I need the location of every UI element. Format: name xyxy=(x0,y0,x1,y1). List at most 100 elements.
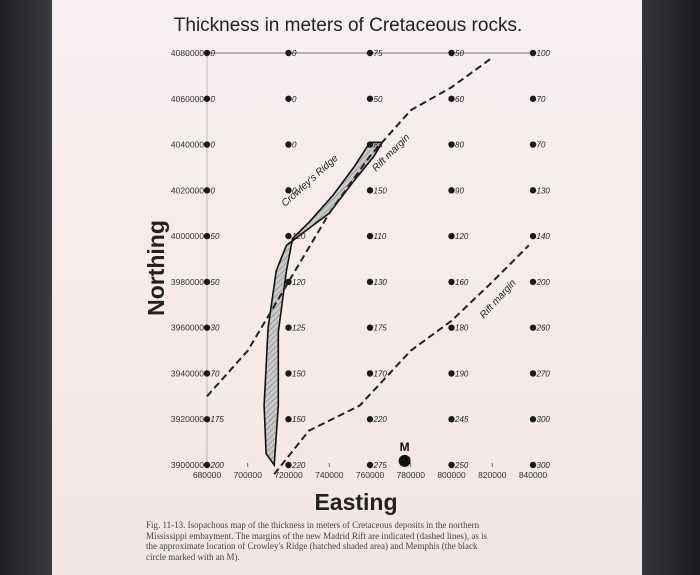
data-point xyxy=(203,416,211,423)
data-point-label: 220 xyxy=(291,461,306,470)
data-point xyxy=(203,278,211,286)
data-point xyxy=(366,324,374,331)
data-point xyxy=(285,278,292,286)
data-point-label: 70 xyxy=(537,141,546,150)
x-axis-label: Easting xyxy=(314,489,397,515)
data-point-label: 150 xyxy=(292,415,306,424)
data-point-label: 270 xyxy=(536,369,551,378)
data-point-label: 150 xyxy=(374,186,388,195)
data-point-label: 220 xyxy=(373,415,388,424)
data-point xyxy=(366,95,374,102)
data-point xyxy=(366,232,374,240)
data-point-label: 50 xyxy=(374,95,383,104)
data-point xyxy=(203,187,211,194)
data-point xyxy=(529,141,537,148)
caption-line-2: Mississippi embayment. The margins of th… xyxy=(146,530,488,541)
data-point-label: 80 xyxy=(455,141,464,150)
data-point-label: 175 xyxy=(211,415,225,424)
data-point-label: 110 xyxy=(374,232,387,241)
rift-margin-south-line xyxy=(273,244,530,475)
data-point xyxy=(448,416,455,423)
data-point xyxy=(285,232,292,240)
data-point-label: 120 xyxy=(292,278,306,287)
data-point-label: 0 xyxy=(292,95,297,104)
data-point-label: 60 xyxy=(455,95,464,104)
data-point-label: 125 xyxy=(292,324,306,333)
y-tick-label: 4080000 xyxy=(171,48,204,58)
data-point xyxy=(529,95,537,102)
data-point-label: 250 xyxy=(454,461,469,470)
data-point-label: 200 xyxy=(536,278,551,287)
data-point-label: 275 xyxy=(373,461,388,470)
data-point xyxy=(448,324,455,331)
data-point xyxy=(529,416,537,423)
data-point xyxy=(448,370,455,377)
rift-margin-south-label: Rift margin xyxy=(478,277,519,321)
data-point-label: 0 xyxy=(211,95,216,104)
data-point xyxy=(203,232,211,240)
data-point xyxy=(529,232,537,240)
data-point-label: 300 xyxy=(537,461,551,470)
data-point-label: 50 xyxy=(211,232,220,241)
x-tick-label: 840000 xyxy=(519,470,548,480)
x-tick-label: 800000 xyxy=(437,470,466,480)
data-point xyxy=(203,141,211,148)
data-point-label: 190 xyxy=(455,369,469,378)
data-point-label: 120 xyxy=(292,232,306,241)
data-point-label: 200 xyxy=(210,461,225,470)
data-point xyxy=(448,461,455,469)
data-point-label: 260 xyxy=(536,324,551,333)
x-tick-label: 760000 xyxy=(356,470,385,480)
figure-caption: Fig. 11-13. Isopachous map of the thickn… xyxy=(146,520,546,562)
y-tick-label: 3980000 xyxy=(171,277,204,287)
data-point-label: 50 xyxy=(455,49,464,58)
data-point xyxy=(366,278,374,286)
data-point-label: 0 xyxy=(211,49,216,58)
data-point xyxy=(529,324,537,331)
data-point-label: 0 xyxy=(292,186,297,195)
data-point xyxy=(285,49,292,57)
data-point-label: 85 xyxy=(374,141,383,150)
data-point-label: 0 xyxy=(292,49,297,58)
data-point xyxy=(366,461,374,469)
data-point xyxy=(529,187,537,194)
data-point-label: 175 xyxy=(374,324,388,333)
data-point xyxy=(285,141,292,148)
data-point xyxy=(529,278,537,286)
data-point-label: 150 xyxy=(292,369,306,378)
data-point-label: 50 xyxy=(211,278,220,287)
y-tick-label: 3920000 xyxy=(171,414,204,424)
data-point xyxy=(366,370,374,377)
y-tick-label: 4000000 xyxy=(171,231,204,241)
y-tick-label: 4060000 xyxy=(171,94,204,104)
data-point-label: 300 xyxy=(537,415,551,424)
chart-title: Thickness in meters of Cretaceous rocks. xyxy=(174,15,522,36)
data-point-label: 160 xyxy=(455,278,469,287)
data-point xyxy=(285,187,292,194)
x-tick-label: 720000 xyxy=(274,470,303,480)
data-point-label: 30 xyxy=(211,324,220,333)
data-point-label: 120 xyxy=(455,232,469,241)
data-point xyxy=(203,324,211,331)
data-point xyxy=(285,95,292,102)
rift-margin-north-line xyxy=(206,56,493,397)
data-point xyxy=(448,232,455,240)
y-tick-label: 3960000 xyxy=(171,323,204,333)
y-axis-label: Northing xyxy=(143,220,169,316)
memphis-label: M xyxy=(400,440,410,454)
data-point xyxy=(448,278,455,286)
data-point-label: 180 xyxy=(455,324,469,333)
data-point xyxy=(366,141,374,148)
data-point xyxy=(529,49,537,57)
data-point xyxy=(203,49,211,57)
data-point-label: 140 xyxy=(537,232,551,241)
data-point-label: 90 xyxy=(455,186,464,195)
x-tick-label: 700000 xyxy=(234,470,263,480)
data-point-label: 0 xyxy=(211,141,216,150)
monitor-bezel-right xyxy=(642,0,700,575)
caption-line-3: the approximate location of Crowley's Ri… xyxy=(146,541,478,551)
data-point-label: 70 xyxy=(211,369,220,378)
y-tick-label: 4020000 xyxy=(171,185,204,195)
y-tick-label: 3900000 xyxy=(171,460,204,470)
